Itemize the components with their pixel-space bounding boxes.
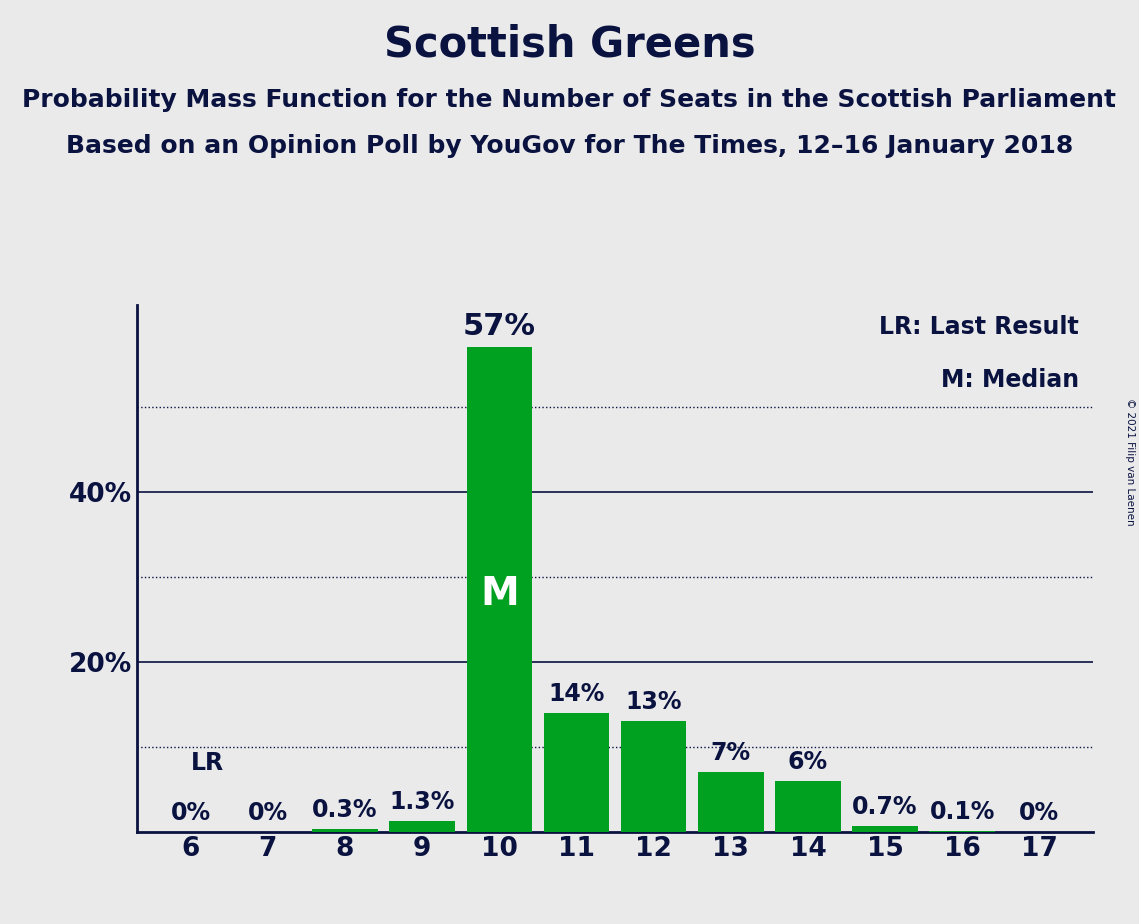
Bar <box>390 821 454 832</box>
Text: LR: Last Result: LR: Last Result <box>879 315 1079 339</box>
Bar <box>543 712 609 832</box>
Bar <box>776 781 841 832</box>
Text: LR: LR <box>190 751 224 775</box>
Text: 0.1%: 0.1% <box>929 800 995 824</box>
Text: 0%: 0% <box>1019 801 1059 825</box>
Text: 0.7%: 0.7% <box>852 795 918 819</box>
Text: 14%: 14% <box>548 682 605 706</box>
Bar <box>621 721 687 832</box>
Bar <box>698 772 763 832</box>
Text: 0%: 0% <box>171 801 211 825</box>
Bar <box>852 826 918 832</box>
Text: 0.3%: 0.3% <box>312 798 378 822</box>
Bar <box>312 829 378 832</box>
Text: M: Median: M: Median <box>941 368 1079 392</box>
Text: © 2021 Filip van Laenen: © 2021 Filip van Laenen <box>1125 398 1134 526</box>
Text: 6%: 6% <box>788 750 828 773</box>
Text: Scottish Greens: Scottish Greens <box>384 23 755 65</box>
Text: 57%: 57% <box>462 311 535 341</box>
Text: Based on an Opinion Poll by YouGov for The Times, 12–16 January 2018: Based on an Opinion Poll by YouGov for T… <box>66 134 1073 158</box>
Text: M: M <box>480 575 518 613</box>
Text: Probability Mass Function for the Number of Seats in the Scottish Parliament: Probability Mass Function for the Number… <box>23 88 1116 112</box>
Text: 13%: 13% <box>625 690 682 714</box>
Text: 1.3%: 1.3% <box>390 790 454 814</box>
Text: 0%: 0% <box>248 801 288 825</box>
Text: 7%: 7% <box>711 741 751 765</box>
Bar <box>467 347 532 832</box>
